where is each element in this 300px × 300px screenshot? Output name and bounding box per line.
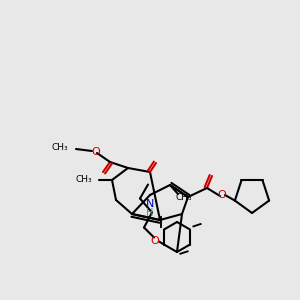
Text: O: O (151, 236, 159, 247)
Text: N: N (146, 199, 154, 209)
Text: O: O (218, 190, 226, 200)
Text: CH₃: CH₃ (176, 193, 192, 202)
Text: CH₃: CH₃ (51, 143, 68, 152)
Text: H: H (146, 208, 154, 218)
Text: O: O (92, 147, 100, 157)
Text: CH₃: CH₃ (75, 175, 92, 184)
